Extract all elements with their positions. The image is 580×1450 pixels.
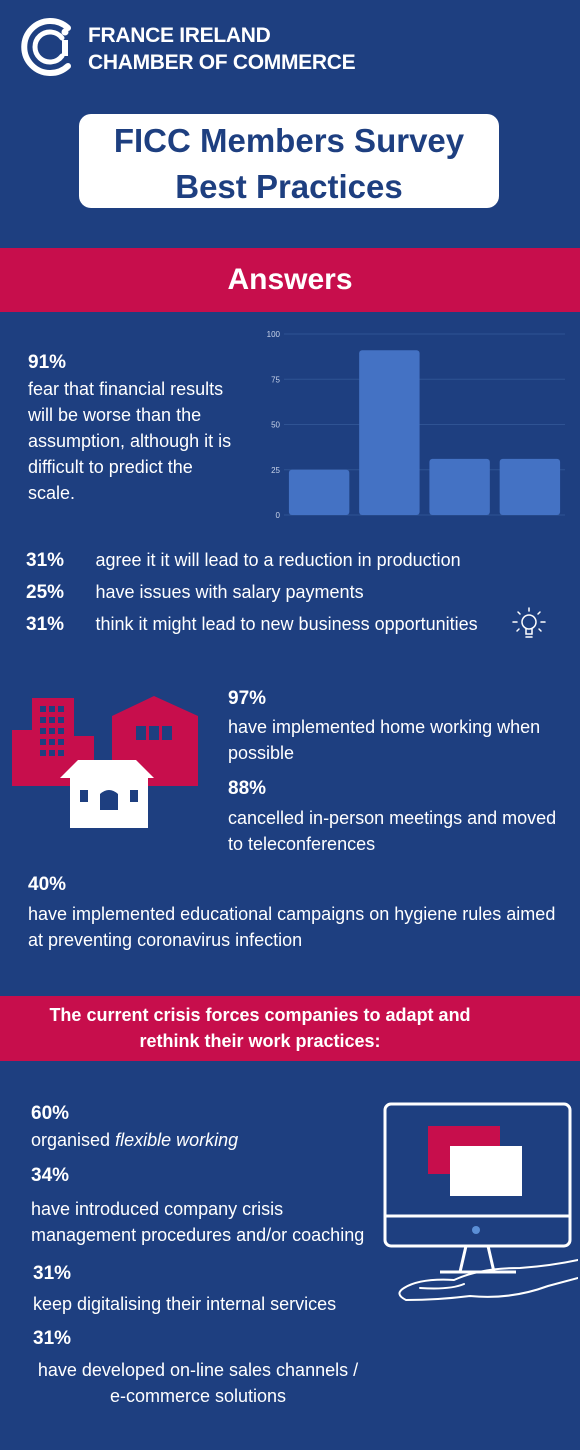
stat-40-percent: 40% xyxy=(28,874,67,895)
stat-31-online-description: have developed on-line sales channels / … xyxy=(37,1360,359,1406)
y-tick-label: 0 xyxy=(276,511,281,520)
list-text: agree it it will lead to a reduction in … xyxy=(95,550,461,570)
crisis-banner: The current crisis forces companies to a… xyxy=(0,996,580,1061)
page-title: FICC Members Survey Best Practices xyxy=(79,114,499,208)
stat-60-description: organised flexible working xyxy=(31,1130,239,1150)
y-tick-label: 100 xyxy=(267,330,281,339)
stat-34-description: have introduced company crisis managemen… xyxy=(31,1199,365,1245)
bar xyxy=(429,458,490,515)
y-tick-label: 75 xyxy=(271,375,280,384)
stat-97-percent: 97% xyxy=(228,688,267,709)
computer-hand-icon xyxy=(383,1102,578,1302)
ficc-logo-icon xyxy=(21,18,71,76)
stat-88-percent: 88% xyxy=(228,778,267,799)
list-item: 31% think it might lead to new business … xyxy=(26,611,546,637)
stat-40-description: have implemented educational campaigns o… xyxy=(28,904,556,950)
list-percent: 25% xyxy=(26,582,65,603)
stat-31-digital-percent: 31% xyxy=(33,1263,72,1284)
y-tick-label: 50 xyxy=(271,421,280,430)
list-percent: 31% xyxy=(26,614,65,635)
stat-88-description: cancelled in-person meetings and moved t… xyxy=(228,808,557,854)
lightbulb-icon xyxy=(512,607,546,638)
list-text: think it might lead to new business oppo… xyxy=(95,614,478,634)
list-item: 31% agree it it will lead to a reduction… xyxy=(26,547,546,573)
bar xyxy=(359,350,420,515)
answers-banner: Answers xyxy=(0,248,580,312)
stat-91-description: fear that financial results will be wors… xyxy=(28,379,232,503)
bar xyxy=(499,458,561,515)
stat-97-description: have implemented home working when possi… xyxy=(228,717,541,763)
bar-chart: 0 25 50 75 100 xyxy=(267,330,565,520)
stat-60-percent: 60% xyxy=(31,1103,70,1124)
stat-34-percent: 34% xyxy=(31,1165,70,1186)
list-item: 25% have issues with salary payments xyxy=(26,579,546,605)
stat-31-online-percent: 31% xyxy=(33,1328,72,1349)
list-percent: 31% xyxy=(26,550,65,571)
bar xyxy=(288,469,350,515)
list-text: have issues with salary payments xyxy=(95,582,364,602)
stat-91-percent: 91% xyxy=(28,352,67,373)
buildings-icon xyxy=(12,696,198,828)
stat-31-digital-description: keep digitalising their internal service… xyxy=(33,1294,337,1314)
y-tick-label: 25 xyxy=(271,466,280,475)
organization-name: FRANCE IRELAND CHAMBER OF COMMERCE xyxy=(88,24,356,74)
